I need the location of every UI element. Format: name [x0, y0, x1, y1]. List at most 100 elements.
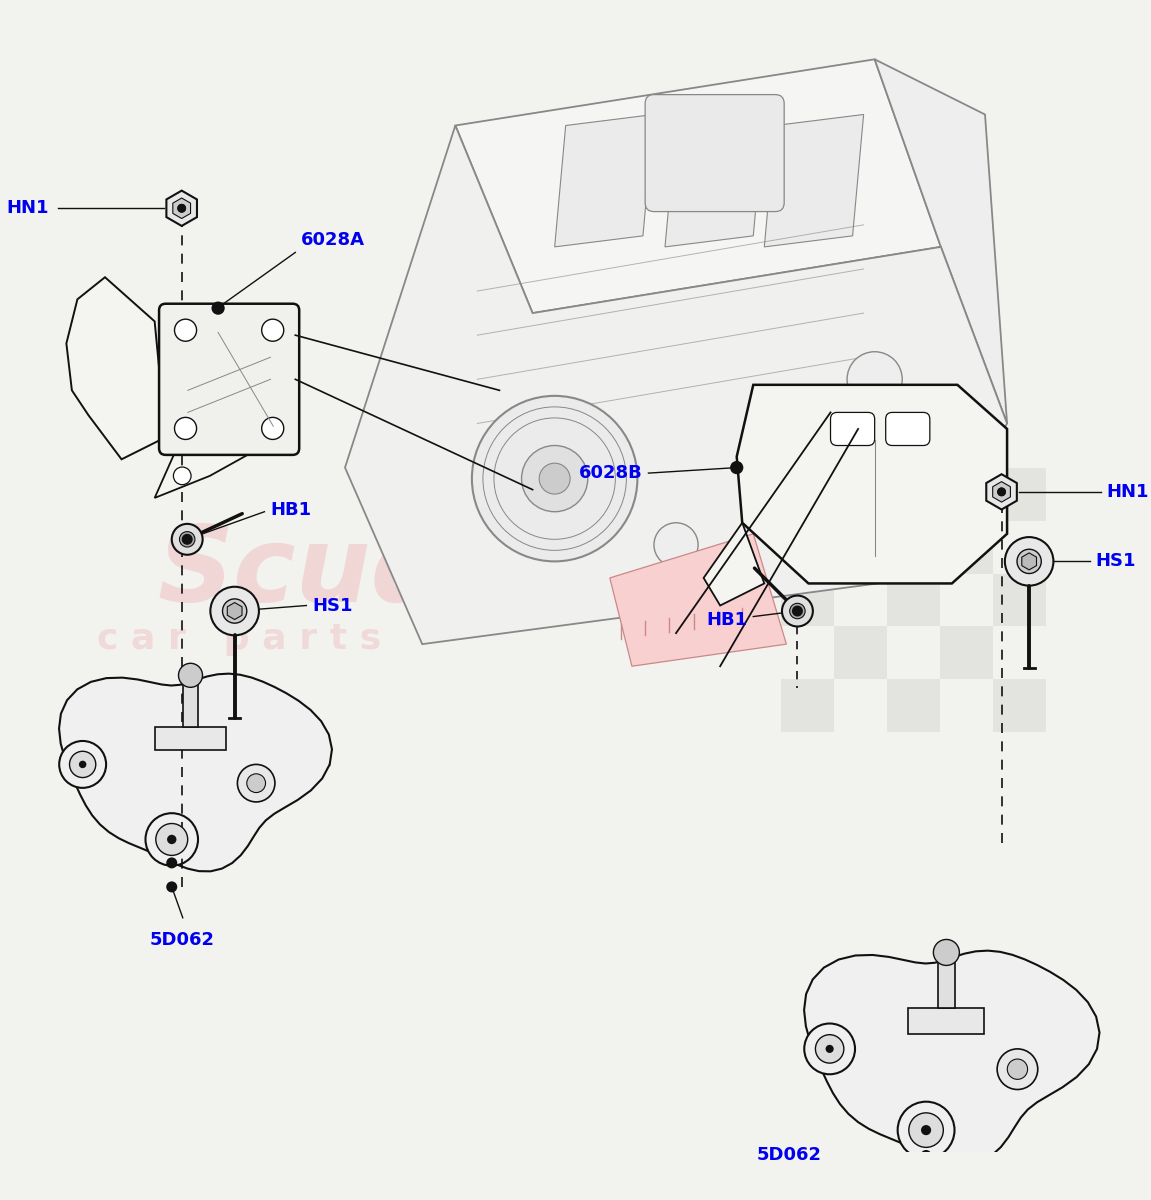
Circle shape	[175, 319, 197, 341]
Circle shape	[222, 599, 246, 623]
Circle shape	[178, 664, 203, 688]
Circle shape	[1023, 556, 1035, 566]
Circle shape	[815, 1034, 844, 1063]
Polygon shape	[986, 474, 1016, 510]
Text: 6028A: 6028A	[300, 232, 365, 250]
Bar	[886, 574, 939, 626]
Circle shape	[167, 835, 176, 844]
FancyBboxPatch shape	[885, 413, 930, 445]
Polygon shape	[737, 385, 1007, 583]
Circle shape	[909, 1112, 944, 1147]
Text: 5D062: 5D062	[756, 1146, 822, 1164]
Circle shape	[166, 881, 177, 893]
Polygon shape	[555, 114, 654, 247]
Circle shape	[79, 761, 86, 768]
Bar	[992, 468, 1046, 521]
Polygon shape	[764, 114, 863, 247]
Bar	[939, 521, 992, 574]
Polygon shape	[992, 481, 1011, 502]
Circle shape	[182, 534, 192, 545]
Circle shape	[174, 467, 191, 485]
Bar	[780, 574, 833, 626]
Circle shape	[171, 524, 203, 554]
Bar	[992, 574, 1046, 626]
Bar	[939, 626, 992, 679]
Circle shape	[898, 1102, 954, 1158]
Circle shape	[246, 774, 266, 792]
Circle shape	[177, 204, 186, 212]
Circle shape	[211, 587, 259, 635]
Bar	[908, 1008, 984, 1033]
Polygon shape	[610, 534, 786, 666]
Polygon shape	[665, 114, 764, 247]
Circle shape	[790, 604, 806, 619]
Polygon shape	[67, 277, 166, 460]
Bar	[886, 679, 939, 732]
Text: Scuderia: Scuderia	[158, 522, 678, 624]
Circle shape	[731, 462, 742, 473]
Text: HN1: HN1	[7, 199, 49, 217]
Circle shape	[997, 487, 1006, 497]
Polygon shape	[703, 523, 764, 606]
Circle shape	[921, 1126, 931, 1135]
Circle shape	[212, 301, 224, 314]
Circle shape	[175, 418, 197, 439]
Circle shape	[997, 487, 1006, 497]
Text: HN1: HN1	[1106, 482, 1149, 500]
Circle shape	[748, 428, 825, 506]
Polygon shape	[345, 126, 1007, 644]
Circle shape	[229, 606, 241, 617]
Circle shape	[921, 1150, 931, 1162]
Polygon shape	[1022, 553, 1037, 570]
Circle shape	[847, 352, 902, 407]
Circle shape	[921, 1163, 932, 1174]
Circle shape	[1017, 550, 1042, 574]
Bar	[833, 626, 886, 679]
Text: c a r   p a r t s: c a r p a r t s	[97, 622, 381, 655]
Text: HS1: HS1	[1096, 552, 1136, 570]
Text: 6028B: 6028B	[579, 464, 643, 482]
Bar	[155, 727, 226, 750]
Circle shape	[155, 823, 188, 856]
Circle shape	[654, 523, 699, 566]
Circle shape	[261, 418, 284, 439]
Polygon shape	[167, 191, 197, 226]
FancyBboxPatch shape	[831, 413, 875, 445]
Polygon shape	[805, 950, 1099, 1164]
Circle shape	[180, 532, 195, 547]
Bar	[780, 468, 833, 521]
Circle shape	[213, 302, 223, 313]
Circle shape	[792, 606, 803, 617]
Text: HS1: HS1	[312, 596, 352, 614]
Bar	[886, 468, 939, 521]
Text: HB1: HB1	[270, 500, 311, 518]
Bar	[833, 521, 886, 574]
Polygon shape	[154, 449, 259, 498]
Bar	[183, 676, 198, 727]
Circle shape	[261, 319, 284, 341]
Circle shape	[825, 1045, 833, 1052]
Polygon shape	[456, 59, 940, 313]
Polygon shape	[173, 198, 191, 218]
Circle shape	[730, 461, 744, 474]
Circle shape	[472, 396, 638, 562]
Circle shape	[1007, 1060, 1028, 1079]
Circle shape	[1005, 538, 1053, 586]
Polygon shape	[59, 673, 331, 871]
FancyBboxPatch shape	[646, 95, 784, 211]
Circle shape	[166, 857, 177, 869]
Polygon shape	[227, 602, 242, 619]
Circle shape	[237, 764, 275, 802]
Circle shape	[782, 595, 813, 626]
Circle shape	[933, 940, 960, 966]
Text: 5D062: 5D062	[150, 931, 215, 949]
Circle shape	[145, 814, 198, 865]
Circle shape	[997, 1049, 1038, 1090]
Text: HB1: HB1	[707, 611, 748, 629]
Bar	[780, 679, 833, 732]
Circle shape	[59, 740, 106, 788]
Polygon shape	[875, 59, 1007, 424]
Circle shape	[69, 751, 96, 778]
Bar	[938, 953, 954, 1008]
FancyBboxPatch shape	[159, 304, 299, 455]
